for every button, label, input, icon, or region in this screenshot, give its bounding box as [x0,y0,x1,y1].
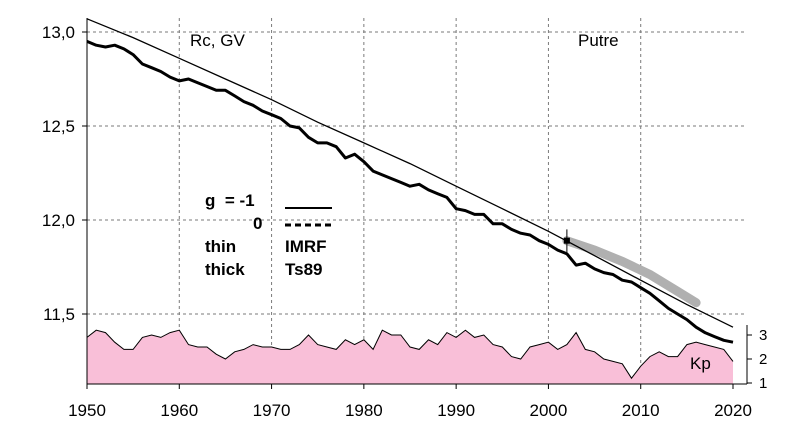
kp-line [86,329,734,380]
kp-fill [87,330,733,384]
tick-labels: 1950 1960 1970 1980 1990 2000 2010 2020 11,5 12,0… [42,23,767,420]
measurement-marker [563,229,570,252]
quantity-label: Rc, GV [190,31,245,50]
y-tick-label: 12,5 [42,117,75,136]
kp-tick-label: 1 [759,375,767,392]
x-tick-label: 2020 [714,401,752,420]
legend-row-label: g = -1 [205,191,255,210]
kp-tick-label: 3 [759,327,767,344]
uncertainty-band [562,236,701,308]
station-label: Putre [578,31,619,50]
series-thick-line [86,40,734,344]
kp-area [86,329,734,384]
axes [82,18,752,389]
legend-thin-model: IMRF [285,237,327,256]
legend-thick-label: thick [205,260,245,279]
series-thin-line [86,18,734,328]
x-tick-label: 2010 [622,401,660,420]
y-tick-label: 12,0 [42,211,75,230]
rc-lines [86,18,734,344]
marker-point [563,237,570,244]
x-tick-label: 1970 [253,401,291,420]
kp-tick-label: 2 [759,351,767,368]
legend-row-label: 0 [253,214,262,233]
x-tick-label: 1950 [68,401,106,420]
kp-label: Kp [690,354,711,373]
x-tick-label: 1960 [160,401,198,420]
legend-thick-model: Ts89 [285,260,323,279]
x-tick-label: 2000 [530,401,568,420]
legend: g = -1 0 thin IMRF thick Ts89 [205,191,332,279]
y-tick-label: 11,5 [43,305,75,324]
y-tick-label: 13,0 [42,23,75,42]
legend-thin-label: thin [205,237,236,256]
grey-band [562,236,701,308]
x-tick-label: 1990 [437,401,475,420]
x-tick-label: 1980 [345,401,383,420]
grid [87,18,747,384]
